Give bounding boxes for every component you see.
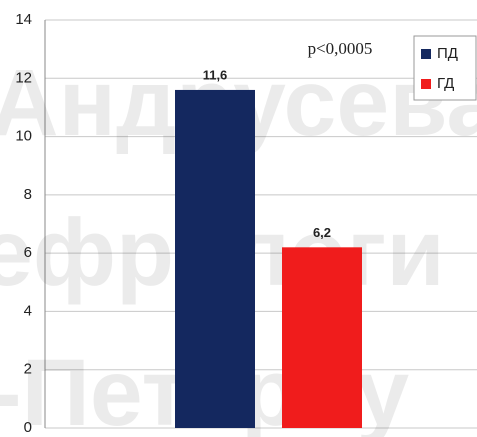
legend-label: ПД [437,45,458,62]
legend-swatch [421,79,431,89]
legend-swatch [421,49,431,59]
y-tick-label: 14 [15,11,32,28]
bar [282,247,362,428]
bar [175,89,255,428]
value-label: 11,6 [203,67,228,82]
value-label: 6,2 [313,225,331,240]
legend-box [413,35,477,101]
y-tick-label: 10 [15,128,32,145]
y-tick-label: 12 [15,69,32,86]
legend-label: ГД [437,75,454,92]
y-tick-label: 6 [24,244,32,261]
legend: ПД ГД [413,35,477,101]
y-tick-label: 4 [24,302,32,319]
y-tick-label: 8 [24,186,32,203]
y-tick-label: 2 [24,361,32,378]
y-tick-label: 0 [24,419,32,436]
annotation: p<0,0005 [308,39,373,58]
